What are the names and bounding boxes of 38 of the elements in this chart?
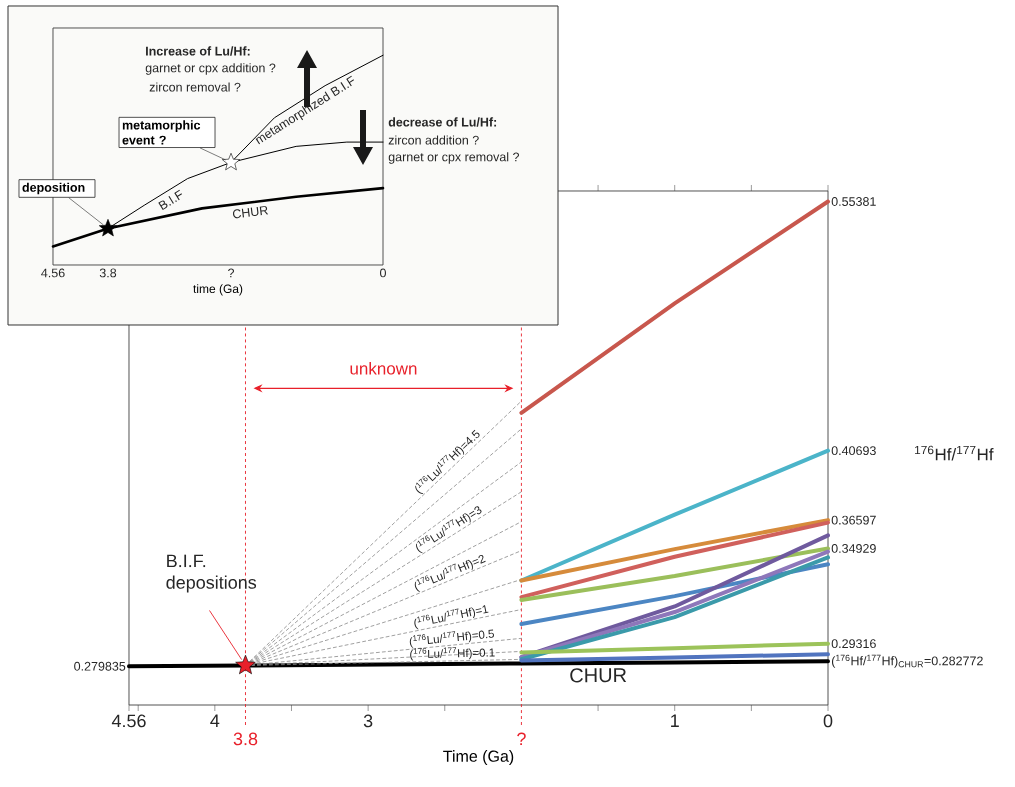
x-tick-label: 3.8: [99, 268, 117, 278]
text: garnet or cpx removal ?: [388, 152, 520, 164]
ref-line-label: ?: [517, 732, 526, 746]
y-axis-title: $^{176}$Hf/$^{177}$Hf: [915, 445, 994, 461]
x-tick-label: 4.56: [41, 268, 65, 278]
annotation: zircon removal ?: [149, 82, 241, 92]
ref-line-label: 3.8: [233, 732, 258, 746]
annotation: ($^{176}$Lu/$^{177}$Hf)=1: [414, 605, 489, 630]
text: B.I.F: [158, 189, 182, 211]
x-tick-label: 0: [380, 268, 386, 278]
annotation: deposition: [22, 182, 85, 195]
series-label: CHUR: [570, 668, 627, 683]
x-tick-label: 1: [671, 714, 679, 727]
x-axis-title: time (Ga): [193, 284, 243, 296]
x-tick-label: ?: [228, 268, 235, 278]
x-tick-label: 4: [210, 714, 220, 727]
data-label: 0.279835: [74, 661, 126, 671]
x-tick-label: 3: [363, 714, 373, 728]
data-label: 0.29316: [831, 639, 876, 649]
data-label: 0.55381: [831, 197, 876, 206]
data-label: 0.34929: [831, 544, 876, 553]
annotation: Increase of Lu/Hf:: [146, 46, 250, 56]
data-label: 0.36597: [831, 515, 876, 525]
data-label: 0.40693: [831, 446, 876, 456]
text: CHUR: [232, 206, 269, 219]
annotation: garnet or cpx addition ?: [145, 63, 276, 75]
annotation: unknown: [350, 362, 417, 375]
annotation: ($^{176}$Lu/$^{177}$Hf)=2: [414, 554, 486, 592]
text: decrease of Lu/Hf:: [388, 117, 497, 127]
text: zircon addition ?: [388, 135, 479, 145]
annotation: B.I.F. depositions: [166, 554, 257, 593]
annotation: metamorphic event ?: [122, 120, 201, 145]
data-label: ($^{176}$Hf/$^{177}$Hf)$_{CHUR}$=0.282772: [831, 654, 983, 668]
x-axis-title: Time (Ga): [443, 750, 514, 766]
annotation: ($^{176}$Lu/$^{177}$Hf)=0.1: [410, 647, 495, 661]
annotation: ($^{176}$Lu/$^{177}$Hf)=0.5: [409, 629, 495, 648]
x-tick-label: 4.56: [111, 714, 146, 728]
x-tick-label: 0: [823, 714, 833, 728]
